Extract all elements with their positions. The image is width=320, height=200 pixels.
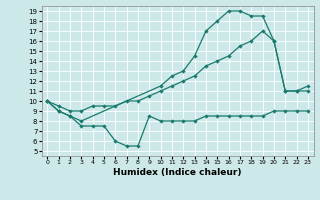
X-axis label: Humidex (Indice chaleur): Humidex (Indice chaleur) [113,168,242,177]
